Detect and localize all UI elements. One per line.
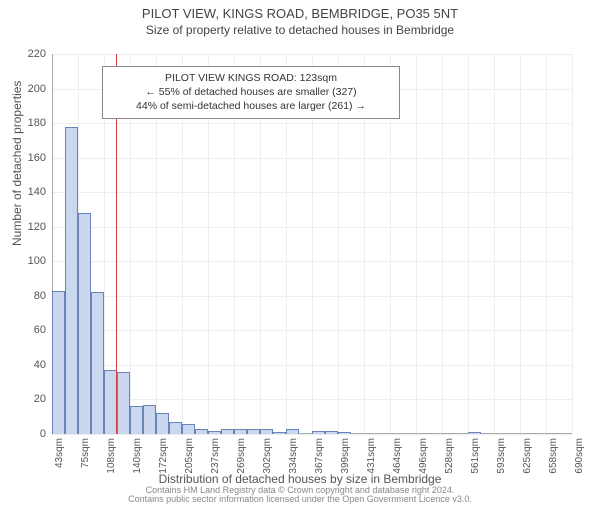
histogram-bar	[130, 406, 143, 434]
x-axis-label: Distribution of detached houses by size …	[0, 472, 600, 486]
histogram-bar	[117, 372, 130, 434]
y-tick-label: 60	[34, 324, 46, 336]
histogram-bar	[273, 432, 286, 434]
x-tick-label: 496sqm	[418, 438, 429, 474]
x-tick-label: 464sqm	[392, 438, 403, 474]
gridline-v	[546, 54, 547, 434]
x-tick-label: 367sqm	[314, 438, 325, 474]
y-tick-label: 40	[34, 359, 46, 371]
histogram-bar	[286, 429, 299, 434]
x-tick-label: 140sqm	[132, 438, 143, 474]
x-tick-label: 43sqm	[54, 438, 65, 468]
x-tick-label: 528sqm	[444, 438, 455, 474]
histogram-bar	[208, 431, 221, 434]
gridline-v	[442, 54, 443, 434]
gridline-h	[52, 434, 572, 435]
x-tick-label: 399sqm	[340, 438, 351, 474]
x-tick-label: 75sqm	[80, 438, 91, 468]
footer-attribution: Contains HM Land Registry data © Crown c…	[0, 486, 600, 504]
y-tick-label: 160	[28, 152, 46, 164]
y-tick-label: 200	[28, 83, 46, 95]
histogram-bar	[169, 422, 182, 434]
histogram-bar	[104, 370, 117, 434]
histogram-bar	[221, 429, 234, 434]
x-tick-label: 269sqm	[236, 438, 247, 474]
histogram-bar	[78, 213, 91, 434]
x-tick-label: 334sqm	[288, 438, 299, 474]
x-tick-label: 172sqm	[158, 438, 169, 474]
y-tick-label: 20	[34, 393, 46, 405]
x-tick-label: 108sqm	[106, 438, 117, 474]
gridline-v	[494, 54, 495, 434]
x-tick-label: 690sqm	[574, 438, 585, 474]
page-title: PILOT VIEW, KINGS ROAD, BEMBRIDGE, PO35 …	[0, 6, 600, 21]
histogram-bar	[312, 431, 325, 434]
histogram-bar	[182, 424, 195, 434]
histogram-bar	[247, 429, 260, 434]
legend-line1: PILOT VIEW KINGS ROAD: 123sqm	[111, 71, 391, 85]
histogram-bar	[52, 291, 65, 434]
histogram-bar	[91, 292, 104, 434]
y-tick-label: 140	[28, 186, 46, 198]
x-tick-label: 658sqm	[548, 438, 559, 474]
y-tick-label: 80	[34, 290, 46, 302]
histogram-bar	[325, 431, 338, 434]
x-tick-label: 593sqm	[496, 438, 507, 474]
gridline-v	[520, 54, 521, 434]
y-tick-label: 120	[28, 221, 46, 233]
y-tick-label: 100	[28, 255, 46, 267]
histogram-bar	[195, 429, 208, 434]
x-tick-label: 302sqm	[262, 438, 273, 474]
histogram-bar	[65, 127, 78, 434]
x-tick-label: 237sqm	[210, 438, 221, 474]
x-tick-label: 205sqm	[184, 438, 195, 474]
y-tick-label: 0	[40, 428, 46, 440]
x-tick-label: 625sqm	[522, 438, 533, 474]
legend-line2: ← 55% of detached houses are smaller (32…	[111, 85, 391, 99]
gridline-v	[572, 54, 573, 434]
legend-box: PILOT VIEW KINGS ROAD: 123sqm← 55% of de…	[102, 66, 400, 119]
plot-area: 02040608010012014016018020022043sqm75sqm…	[52, 54, 572, 434]
legend-line3: 44% of semi-detached houses are larger (…	[111, 99, 391, 113]
histogram-bar	[156, 413, 169, 434]
histogram-bar	[143, 405, 156, 434]
page-subtitle: Size of property relative to detached ho…	[0, 23, 600, 37]
y-tick-label: 180	[28, 117, 46, 129]
gridline-v	[468, 54, 469, 434]
histogram-bar	[260, 429, 273, 434]
histogram-bar	[234, 429, 247, 434]
gridline-v	[416, 54, 417, 434]
x-tick-label: 561sqm	[470, 438, 481, 474]
y-tick-label: 220	[28, 48, 46, 60]
y-axis-label: Number of detached properties	[10, 81, 24, 246]
x-tick-label: 431sqm	[366, 438, 377, 474]
histogram-bar	[468, 432, 481, 434]
histogram-bar	[338, 432, 351, 434]
chart-area: 02040608010012014016018020022043sqm75sqm…	[52, 54, 572, 434]
